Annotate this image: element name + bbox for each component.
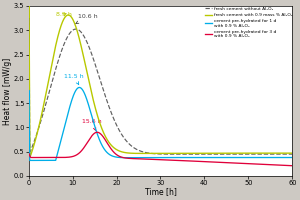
Text: 8.9 h: 8.9 h <box>56 12 72 17</box>
X-axis label: Time [h]: Time [h] <box>145 188 176 197</box>
Text: 15.6 h: 15.6 h <box>82 119 102 130</box>
Text: 11.5 h: 11.5 h <box>64 74 83 84</box>
Y-axis label: Heat flow [mW/g]: Heat flow [mW/g] <box>4 57 13 125</box>
Text: 10.6 h: 10.6 h <box>76 14 98 24</box>
Legend: fresh cement without Al₂O₃, fresh cement with 0.9 mass % Al₂O₃, cement pre-hydra: fresh cement without Al₂O₃, fresh cement… <box>205 6 293 39</box>
